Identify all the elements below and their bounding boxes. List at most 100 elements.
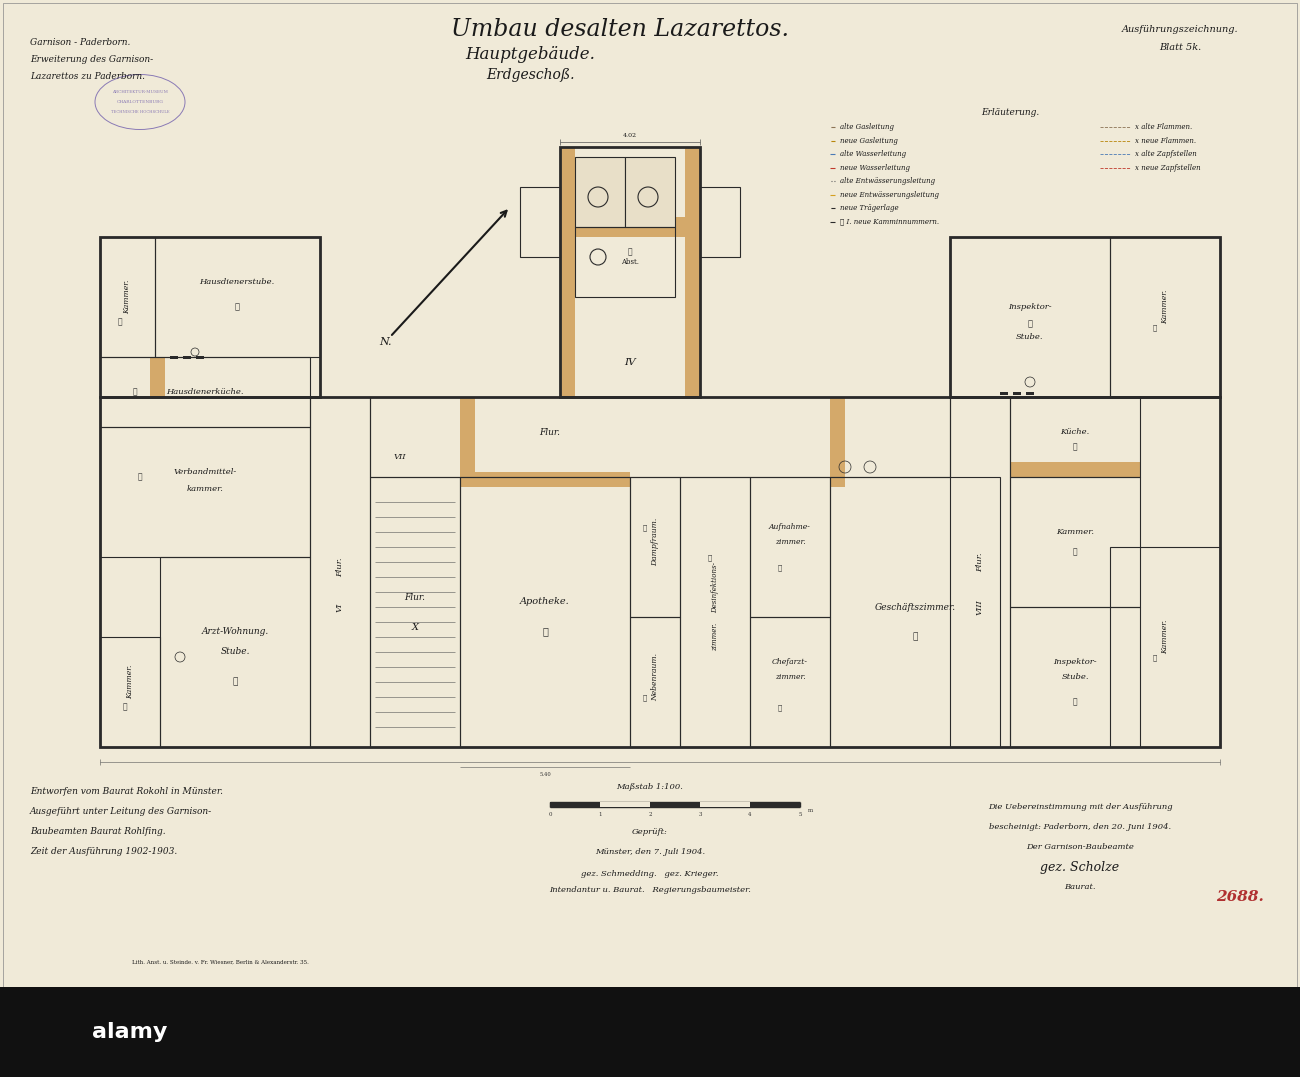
Text: alamy: alamy [92,1022,168,1043]
Text: Hausdienerstube.: Hausdienerstube. [199,278,274,286]
Text: kammer.: kammer. [187,485,224,493]
Text: Kammer.: Kammer. [1161,290,1169,324]
Text: ②: ② [1072,548,1078,556]
Text: 0: 0 [549,812,551,817]
Bar [160,557,309,747]
Text: Chefarzt-: Chefarzt- [772,658,809,666]
Bar [1010,462,1140,477]
Text: Ⓖ: Ⓖ [118,318,122,326]
Text: Entworfen vom Baurat Rokohl in Münster.: Entworfen vom Baurat Rokohl in Münster. [30,787,224,797]
Bar [1026,392,1034,395]
Text: VIII: VIII [976,599,984,615]
Text: ③: ③ [542,628,547,637]
Bar [1110,237,1219,397]
Text: Flur.: Flur. [540,428,560,436]
Text: Kammer.: Kammer. [126,665,134,699]
Text: IV: IV [624,358,636,366]
Text: 1: 1 [598,812,602,817]
Bar [100,397,1219,747]
Text: ⑩: ⑩ [1072,443,1078,451]
Bar [100,237,320,397]
Bar [1010,397,1140,477]
Text: Verbandmittel-: Verbandmittel- [173,468,237,476]
Bar [0,987,1300,1077]
Text: Kammer.: Kammer. [124,280,131,314]
Text: ⓞ I. neue Kamminnummern.: ⓞ I. neue Kamminnummern. [840,218,939,225]
Bar [625,157,675,227]
Text: neue Gasleitung: neue Gasleitung [840,137,898,144]
Text: ⑧: ⑧ [777,703,783,711]
Text: ⑦: ⑦ [133,388,138,396]
Bar [560,146,575,397]
Bar [750,477,829,617]
Bar [750,802,800,807]
Text: x neue Zapfstellen: x neue Zapfstellen [1135,164,1201,171]
Bar [1010,607,1140,747]
Bar [170,356,178,359]
Bar [699,802,750,807]
Text: 5.40: 5.40 [540,771,551,777]
Text: 2688.: 2688. [1216,890,1264,904]
Text: Ausführungszeichnung.: Ausführungszeichnung. [1122,25,1239,33]
Text: bescheinigt: Paderborn, den 20. Juni 1904.: bescheinigt: Paderborn, den 20. Juni 190… [989,823,1171,831]
Text: Stube.: Stube. [1061,673,1089,681]
Text: Aufnahme-: Aufnahme- [770,523,811,531]
Text: Flur.: Flur. [976,553,984,572]
Text: Erdgeschoß.: Erdgeschoß. [486,68,575,82]
Bar [183,356,191,359]
Bar [601,802,650,807]
Text: 3: 3 [698,812,702,817]
Text: Flur.: Flur. [404,592,425,601]
Text: ③: ③ [628,248,632,256]
Bar [950,237,1110,397]
Text: Apotheke.: Apotheke. [520,598,569,606]
Text: Hauptgebäude.: Hauptgebäude. [465,45,595,62]
Bar [829,397,845,487]
Bar [630,477,680,617]
Text: Flur.: Flur. [335,557,345,577]
Bar [100,637,160,747]
Text: 4: 4 [749,812,751,817]
Bar [650,802,699,807]
Text: Intendantur u. Baurat.   Regierungsbaumeister.: Intendantur u. Baurat. Regierungsbaumeis… [549,886,751,894]
Text: ①: ① [1153,653,1157,661]
Text: neue Wasserleitung: neue Wasserleitung [840,164,910,171]
Text: ⑦: ⑦ [777,563,783,571]
Text: Erläuterung.: Erläuterung. [982,108,1039,116]
Text: CHARLOTTENBURG: CHARLOTTENBURG [117,100,164,104]
Text: Abst.: Abst. [621,258,640,266]
Bar [829,477,1000,747]
Text: Blatt 5k.: Blatt 5k. [1158,42,1201,52]
Text: 2: 2 [649,812,651,817]
Text: Stube.: Stube. [1017,333,1044,341]
Text: Baubeamten Baurat Rohlfing.: Baubeamten Baurat Rohlfing. [30,827,165,837]
Text: ②: ② [234,303,239,311]
Text: x neue Flammen.: x neue Flammen. [1135,137,1196,144]
Text: Lith. Anst. u. Steinde. v. Fr. Wiesner, Berlin & Alexanderstr. 35.: Lith. Anst. u. Steinde. v. Fr. Wiesner, … [131,960,308,965]
Bar [460,477,630,747]
Text: Der Garnison-Baubeamte: Der Garnison-Baubeamte [1026,843,1134,851]
Text: Die Uebereinstimmung mit der Ausführung: Die Uebereinstimmung mit der Ausführung [988,803,1173,811]
Bar [1000,392,1008,395]
Bar [520,187,560,257]
Text: Garnison - Paderborn.: Garnison - Paderborn. [30,38,130,46]
Text: Dampfraum.: Dampfraum. [651,518,659,567]
Bar [196,356,204,359]
Text: zimmer.: zimmer. [775,673,805,681]
Text: neue Entwässerungsleitung: neue Entwässerungsleitung [840,191,939,198]
Text: x alte Flammen.: x alte Flammen. [1135,123,1192,131]
Bar [560,146,699,397]
Text: Inspektor-: Inspektor- [1009,303,1052,311]
Bar [680,477,750,747]
Text: Maßstab 1:100.: Maßstab 1:100. [616,783,684,791]
Text: Geprüft:: Geprüft: [632,828,668,836]
Text: Zeit der Ausführung 1902-1903.: Zeit der Ausführung 1902-1903. [30,848,177,856]
Text: alte Gasleitung: alte Gasleitung [840,123,894,131]
Bar [1110,547,1219,747]
Bar [950,397,1010,747]
Text: gez. Schmedding.   gez. Krieger.: gez. Schmedding. gez. Krieger. [581,870,719,878]
Text: ⑤: ⑤ [1027,320,1032,328]
Bar [309,397,370,747]
Bar [1013,392,1020,395]
Bar [155,237,320,356]
